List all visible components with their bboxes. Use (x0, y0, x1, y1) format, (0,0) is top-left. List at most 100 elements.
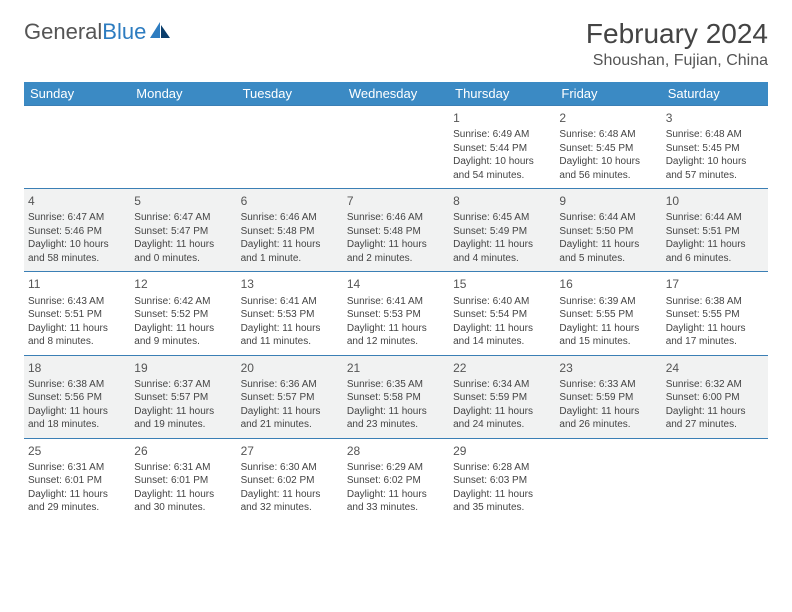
day-number: 2 (559, 110, 657, 126)
daylight-line: Daylight: 11 hours and 18 minutes. (28, 405, 126, 432)
sunset-line: Sunset: 5:54 PM (453, 308, 551, 322)
day-number: 21 (347, 360, 445, 376)
sunset-line: Sunset: 5:44 PM (453, 142, 551, 156)
sunrise-line: Sunrise: 6:39 AM (559, 295, 657, 309)
calendar-day-cell: 15Sunrise: 6:40 AMSunset: 5:54 PMDayligh… (449, 272, 555, 355)
sunrise-line: Sunrise: 6:37 AM (134, 378, 232, 392)
sunset-line: Sunset: 5:50 PM (559, 225, 657, 239)
day-number: 4 (28, 193, 126, 209)
day-number: 11 (28, 276, 126, 292)
weekday-header-row: SundayMondayTuesdayWednesdayThursdayFrid… (24, 82, 768, 106)
calendar-week-row: 18Sunrise: 6:38 AMSunset: 5:56 PMDayligh… (24, 355, 768, 438)
brand-part1: General (24, 19, 102, 44)
sunset-line: Sunset: 5:46 PM (28, 225, 126, 239)
calendar-week-row: 11Sunrise: 6:43 AMSunset: 5:51 PMDayligh… (24, 272, 768, 355)
sunset-line: Sunset: 5:58 PM (347, 391, 445, 405)
daylight-line: Daylight: 11 hours and 33 minutes. (347, 488, 445, 515)
brand-name: GeneralBlue (24, 19, 146, 45)
sunset-line: Sunset: 6:01 PM (134, 474, 232, 488)
daylight-line: Daylight: 11 hours and 2 minutes. (347, 238, 445, 265)
sunrise-line: Sunrise: 6:47 AM (28, 211, 126, 225)
daylight-line: Daylight: 11 hours and 17 minutes. (666, 322, 764, 349)
weekday-header: Friday (555, 82, 661, 106)
brand-logo: GeneralBlue (24, 18, 172, 45)
sunrise-line: Sunrise: 6:42 AM (134, 295, 232, 309)
sunset-line: Sunset: 6:03 PM (453, 474, 551, 488)
day-number: 22 (453, 360, 551, 376)
calendar-day-cell: 11Sunrise: 6:43 AMSunset: 5:51 PMDayligh… (24, 272, 130, 355)
calendar-week-row: 1Sunrise: 6:49 AMSunset: 5:44 PMDaylight… (24, 106, 768, 189)
calendar-empty-cell (343, 106, 449, 189)
sunset-line: Sunset: 5:48 PM (241, 225, 339, 239)
day-number: 24 (666, 360, 764, 376)
calendar-day-cell: 17 Sunrise: 6:38 AMSunset: 5:55 PMDayligh… (662, 272, 768, 355)
day-number: 6 (241, 193, 339, 209)
brand-part2: Blue (102, 19, 146, 44)
daylight-line: Daylight: 11 hours and 30 minutes. (134, 488, 232, 515)
sunset-line: Sunset: 5:51 PM (28, 308, 126, 322)
day-number: 7 (347, 193, 445, 209)
sunrise-line: Sunrise: 6:48 AM (666, 128, 764, 142)
calendar-day-cell: 21Sunrise: 6:35 AMSunset: 5:58 PMDayligh… (343, 355, 449, 438)
calendar-day-cell: 16Sunrise: 6:39 AMSunset: 5:55 PMDayligh… (555, 272, 661, 355)
sunrise-line: Sunrise: 6:35 AM (347, 378, 445, 392)
daylight-line: Daylight: 10 hours and 54 minutes. (453, 155, 551, 182)
location: Shoushan, Fujian, China (586, 52, 768, 70)
daylight-line: Daylight: 11 hours and 11 minutes. (241, 322, 339, 349)
sunrise-line: Sunrise: 6:36 AM (241, 378, 339, 392)
day-number: 18 (28, 360, 126, 376)
sunrise-line: Sunrise: 6:44 AM (559, 211, 657, 225)
sunset-line: Sunset: 5:57 PM (241, 391, 339, 405)
calendar-day-cell: 26Sunrise: 6:31 AMSunset: 6:01 PMDayligh… (130, 438, 236, 521)
daylight-line: Daylight: 10 hours and 56 minutes. (559, 155, 657, 182)
day-number: 28 (347, 443, 445, 459)
daylight-line: Daylight: 11 hours and 6 minutes. (666, 238, 764, 265)
day-number: 12 (134, 276, 232, 292)
calendar-day-cell: 3Sunrise: 6:48 AMSunset: 5:45 PMDaylight… (662, 106, 768, 189)
calendar-empty-cell (237, 106, 343, 189)
sunrise-line: Sunrise: 6:45 AM (453, 211, 551, 225)
sunset-line: Sunset: 5:47 PM (134, 225, 232, 239)
day-number: 23 (559, 360, 657, 376)
sunset-line: Sunset: 5:49 PM (453, 225, 551, 239)
calendar-day-cell: 24Sunrise: 6:32 AMSunset: 6:00 PMDayligh… (662, 355, 768, 438)
weekday-header: Sunday (24, 82, 130, 106)
daylight-line: Daylight: 10 hours and 58 minutes. (28, 238, 126, 265)
day-number: 1 (453, 110, 551, 126)
weekday-header: Monday (130, 82, 236, 106)
calendar-empty-cell (662, 438, 768, 521)
sunrise-line: Sunrise: 6:28 AM (453, 461, 551, 475)
sunrise-line: Sunrise: 6:29 AM (347, 461, 445, 475)
sunset-line: Sunset: 5:52 PM (134, 308, 232, 322)
day-number: 20 (241, 360, 339, 376)
day-number: 27 (241, 443, 339, 459)
sail-icon (150, 22, 172, 45)
sunrise-line: Sunrise: 6:30 AM (241, 461, 339, 475)
calendar-day-cell: 4 Sunrise: 6:47 AMSunset: 5:46 PMDaylight… (24, 189, 130, 272)
daylight-line: Daylight: 11 hours and 35 minutes. (453, 488, 551, 515)
calendar-empty-cell (130, 106, 236, 189)
title-block: February 2024 Shoushan, Fujian, China (586, 18, 768, 70)
sunset-line: Sunset: 5:48 PM (347, 225, 445, 239)
calendar-day-cell: 18Sunrise: 6:38 AMSunset: 5:56 PMDayligh… (24, 355, 130, 438)
daylight-line: Daylight: 11 hours and 24 minutes. (453, 405, 551, 432)
daylight-line: Daylight: 11 hours and 19 minutes. (134, 405, 232, 432)
calendar-day-cell: 19Sunrise: 6:37 AMSunset: 5:57 PMDayligh… (130, 355, 236, 438)
sunset-line: Sunset: 5:59 PM (453, 391, 551, 405)
calendar-day-cell: 2Sunrise: 6:48 AMSunset: 5:45 PMDaylight… (555, 106, 661, 189)
daylight-line: Daylight: 11 hours and 1 minute. (241, 238, 339, 265)
day-number: 16 (559, 276, 657, 292)
day-number: 17 (666, 276, 764, 292)
calendar-body: 1Sunrise: 6:49 AMSunset: 5:44 PMDaylight… (24, 106, 768, 521)
sunrise-line: Sunrise: 6:46 AM (347, 211, 445, 225)
day-number: 19 (134, 360, 232, 376)
sunrise-line: Sunrise: 6:38 AM (666, 295, 764, 309)
calendar-day-cell: 13Sunrise: 6:41 AMSunset: 5:53 PMDayligh… (237, 272, 343, 355)
calendar-day-cell: 10Sunrise: 6:44 AMSunset: 5:51 PMDayligh… (662, 189, 768, 272)
sunrise-line: Sunrise: 6:33 AM (559, 378, 657, 392)
sunset-line: Sunset: 5:55 PM (666, 308, 764, 322)
calendar-day-cell: 9Sunrise: 6:44 AMSunset: 5:50 PMDaylight… (555, 189, 661, 272)
calendar-empty-cell (555, 438, 661, 521)
daylight-line: Daylight: 11 hours and 26 minutes. (559, 405, 657, 432)
sunrise-line: Sunrise: 6:49 AM (453, 128, 551, 142)
